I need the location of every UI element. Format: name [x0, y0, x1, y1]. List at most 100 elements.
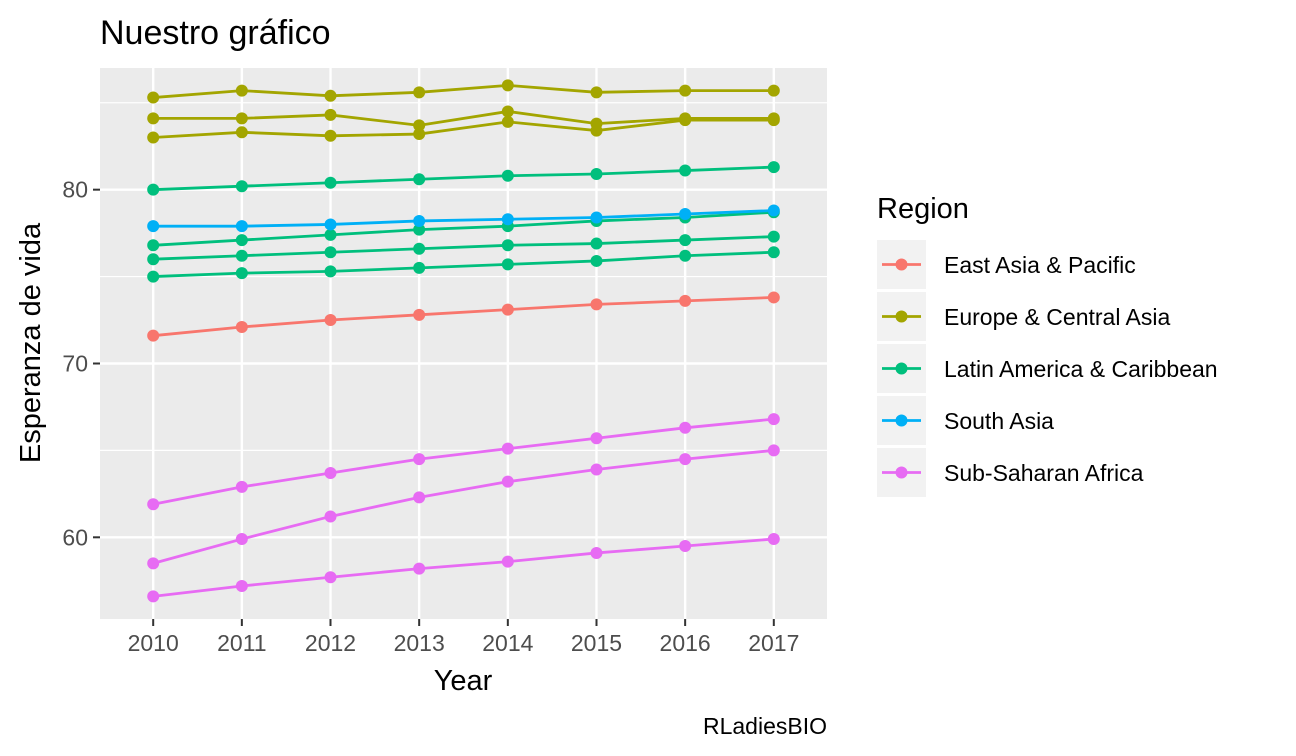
data-point — [501, 475, 514, 488]
legend-label: East Asia & Pacific — [944, 252, 1136, 278]
series-line — [153, 118, 774, 139]
data-point — [767, 204, 780, 217]
data-point — [147, 91, 160, 104]
series-line — [153, 296, 774, 338]
series-line — [153, 83, 774, 99]
data-point — [147, 253, 160, 266]
data-point — [413, 308, 426, 321]
data-point — [235, 320, 248, 333]
data-point — [590, 546, 603, 559]
data-point — [235, 267, 248, 280]
data-point — [235, 533, 248, 546]
data-point — [767, 246, 780, 259]
grid-lines — [100, 68, 827, 619]
data-point — [235, 84, 248, 97]
data-point — [501, 213, 514, 226]
data-point — [767, 413, 780, 426]
data-point — [235, 249, 248, 262]
x-tick-label: 2017 — [748, 630, 799, 656]
x-tick-label: 2014 — [482, 630, 533, 656]
data-point — [147, 329, 160, 342]
data-point — [501, 442, 514, 455]
data-point — [324, 265, 337, 278]
data-point — [679, 249, 692, 262]
data-point — [679, 234, 692, 247]
data-point — [147, 220, 160, 233]
data-point — [767, 114, 780, 127]
data-point — [147, 183, 160, 196]
data-point — [324, 129, 337, 142]
legend-key-point — [895, 258, 908, 271]
data-point — [501, 79, 514, 92]
data-point — [413, 242, 426, 255]
data-point — [147, 270, 160, 283]
data-point — [679, 453, 692, 466]
y-tick-label: 70 — [62, 350, 88, 376]
chart-caption: RLadiesBIO — [703, 713, 827, 739]
legend-item: South Asia — [877, 396, 1054, 445]
data-point — [590, 168, 603, 181]
legend-label: Europe & Central Asia — [944, 304, 1171, 330]
series-points — [147, 79, 780, 603]
data-point — [413, 491, 426, 504]
data-point — [413, 223, 426, 236]
series-line — [153, 250, 774, 278]
series-line — [153, 209, 774, 228]
x-tick-label: 2013 — [394, 630, 445, 656]
data-point — [147, 112, 160, 125]
data-point — [147, 498, 160, 511]
data-point — [679, 294, 692, 307]
data-point — [679, 208, 692, 221]
data-point — [413, 128, 426, 141]
data-point — [324, 510, 337, 523]
data-point — [235, 579, 248, 592]
legend-key-point — [895, 414, 908, 427]
y-tick-label: 60 — [62, 524, 88, 550]
data-point — [501, 169, 514, 182]
data-point — [590, 298, 603, 311]
data-point — [324, 176, 337, 189]
legend-item: Latin America & Caribbean — [877, 344, 1218, 393]
legend-item: East Asia & Pacific — [877, 240, 1136, 289]
data-point — [679, 84, 692, 97]
data-point — [501, 115, 514, 128]
y-axis-title: Esperanza de vida — [15, 222, 47, 463]
x-tick-label: 2012 — [305, 630, 356, 656]
data-point — [767, 291, 780, 304]
chart-title: Nuestro gráfico — [100, 14, 331, 52]
y-axis: 60 70 80 — [62, 177, 100, 550]
data-point — [413, 261, 426, 274]
data-point — [679, 114, 692, 127]
series-line — [153, 210, 774, 247]
data-point — [324, 108, 337, 121]
data-point — [235, 234, 248, 247]
data-point — [679, 540, 692, 552]
data-point — [501, 303, 514, 316]
plot-panel — [100, 68, 827, 619]
data-point — [767, 533, 780, 546]
series-line — [152, 449, 774, 565]
data-point — [501, 239, 514, 252]
data-point — [413, 453, 426, 466]
legend-item: Europe & Central Asia — [877, 292, 1171, 341]
data-point — [767, 444, 780, 457]
data-point — [590, 463, 603, 476]
data-point — [324, 89, 337, 102]
data-point — [501, 258, 514, 271]
data-point — [235, 126, 248, 139]
data-point — [679, 421, 692, 434]
data-point — [235, 180, 248, 193]
data-point — [324, 571, 337, 584]
legend-item: Sub-Saharan Africa — [877, 448, 1144, 497]
y-tick-label: 80 — [62, 177, 88, 203]
x-tick-label: 2010 — [128, 630, 179, 656]
data-point — [324, 218, 337, 231]
data-point — [413, 86, 426, 99]
legend-key-point — [895, 466, 908, 479]
data-point — [235, 480, 248, 493]
data-point — [590, 254, 603, 267]
series-lines — [152, 83, 774, 598]
data-point — [147, 239, 160, 252]
data-point — [324, 314, 337, 327]
